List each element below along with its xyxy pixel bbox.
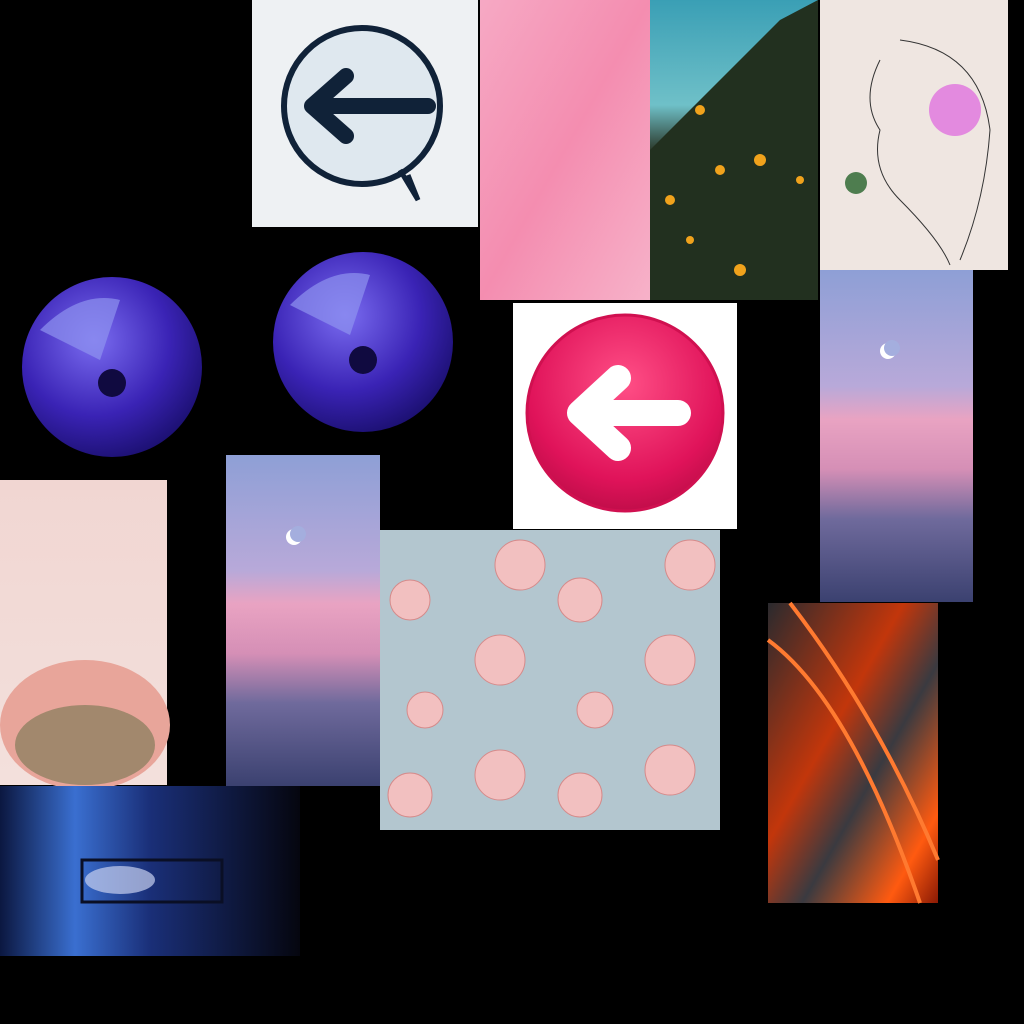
- moon-sky-image: [226, 455, 380, 786]
- pink-flowers-image: [0, 480, 170, 790]
- sunflower-image: [650, 0, 818, 300]
- abstract-orange-image: [766, 601, 940, 904]
- back-arrow-bubble-image: [252, 0, 478, 227]
- purple-sphere-image: [273, 252, 453, 432]
- moon-sky-image: [820, 270, 973, 602]
- red-back-button-image: [513, 303, 737, 529]
- purple-sphere-image: [22, 277, 202, 457]
- pink-watercolor-image: [480, 0, 650, 300]
- line-art-image: [820, 0, 1008, 270]
- galaxy-image: [0, 786, 300, 956]
- leaf-pattern-image: [380, 530, 720, 830]
